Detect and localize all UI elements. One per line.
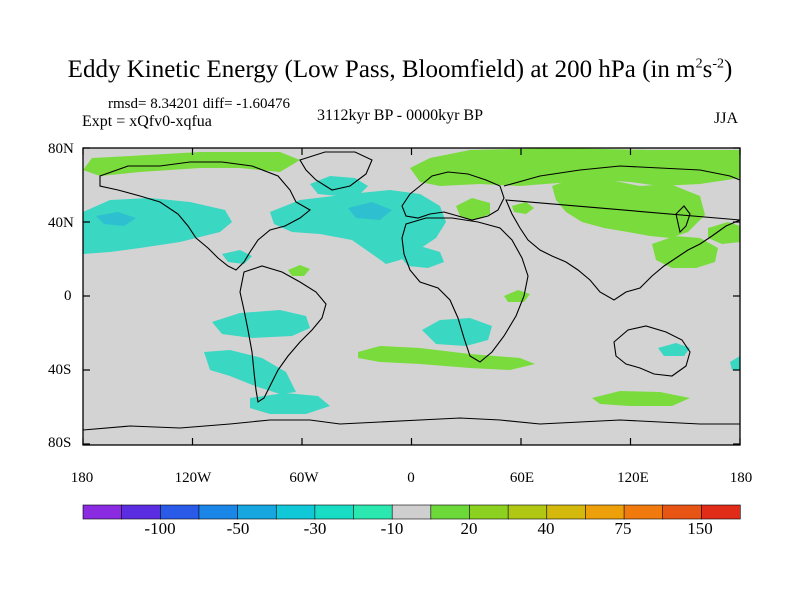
- lon-label-120e: 120E: [617, 470, 649, 486]
- colorbar-label-75: 75: [614, 519, 632, 538]
- lon-label-60e: 60E: [509, 470, 535, 486]
- season-label: JJA: [714, 110, 739, 127]
- negative-region-north-atlantic: [270, 190, 446, 264]
- colorbar-swatch-2: [159, 504, 200, 520]
- colorbar-label-minus-50: -50: [226, 519, 250, 538]
- negative-region-east-pacific-edge: [730, 356, 740, 370]
- period-label: 3112kyr BP - 0000kyr BP: [317, 107, 483, 124]
- strong-negative-north-atlantic: [348, 202, 392, 220]
- negative-region-north-pacific: [83, 198, 232, 254]
- strong-negative-anomalies: [96, 202, 392, 226]
- positive-anomalies: [83, 148, 740, 406]
- coast-australia: [613, 325, 691, 377]
- colorbar-swatch-6: [314, 504, 355, 520]
- colorbar-swatch-8: [391, 504, 432, 520]
- lon-label-180w: 180: [70, 470, 94, 486]
- anomaly-field: [83, 148, 740, 431]
- coastlines: [83, 151, 740, 431]
- lat-label-40s: 40S: [48, 362, 72, 378]
- experiment-label: Expt = xQfv0-xqfua: [82, 113, 212, 130]
- colorbar-swatch-16: [701, 504, 741, 520]
- colorbar-label-minus-10: -10: [380, 519, 404, 538]
- lat-label-40n: 40N: [48, 215, 74, 231]
- coast-asia: [503, 165, 740, 301]
- positive-region-south-atlantic-band: [358, 346, 535, 370]
- negative-region-southeast-pacific: [204, 350, 296, 394]
- negative-anomalies: [83, 176, 740, 414]
- negative-region-drake-passage: [250, 393, 330, 414]
- colorbar-swatch-5: [275, 504, 316, 520]
- coast-south-america: [239, 265, 327, 403]
- colorbar-label-150: 150: [687, 519, 713, 538]
- positive-region-southern-indian: [592, 391, 690, 406]
- coast-japan: [675, 205, 691, 234]
- positive-region-siberia: [552, 176, 705, 238]
- colorbar-swatch-15: [662, 504, 702, 520]
- colorbar-swatch-11: [507, 504, 548, 520]
- map-title: Eddy Kinetic Energy (Low Pass, Bloomfiel…: [67, 56, 733, 83]
- lat-label-80s: 80S: [48, 435, 72, 451]
- colorbar-swatch-4: [237, 504, 277, 520]
- positive-region-west-pacific-small: [708, 222, 740, 244]
- stats-label: rmsd= 8.34201 diff= -1.60476: [108, 96, 291, 112]
- lon-label-180e: 180: [729, 470, 753, 486]
- axis-ticks: [82, 147, 741, 445]
- colorbar: [82, 504, 741, 520]
- positive-region-black-sea: [512, 202, 534, 214]
- coast-north-america: [99, 161, 311, 271]
- coast-europe: [401, 171, 505, 221]
- colorbar-swatch-9: [430, 504, 471, 520]
- lon-label-60w: 60W: [289, 470, 319, 486]
- coast-africa: [401, 217, 529, 363]
- positive-region-east-africa: [504, 290, 530, 302]
- lon-label-0: 0: [407, 470, 415, 486]
- colorbar-swatch-1: [121, 504, 161, 520]
- lat-label-eq: 0: [64, 288, 72, 304]
- negative-region-australia: [658, 343, 690, 356]
- colorbar-label-20: 20: [460, 519, 478, 538]
- colorbar-label-minus-30: -30: [303, 519, 327, 538]
- negative-region-south-atlantic: [422, 318, 492, 346]
- colorbar-swatch-7: [353, 504, 393, 520]
- colorbar-label-minus-100: -100: [144, 519, 176, 538]
- colorbar-swatch-3: [198, 504, 239, 520]
- coast-antarctica: [83, 417, 740, 431]
- strong-negative-north-pacific: [96, 212, 136, 226]
- negative-region-south-pacific: [212, 310, 310, 338]
- colorbar-swatch-10: [469, 504, 509, 520]
- coast-greenland: [299, 151, 373, 191]
- positive-region-arctic-atlantic: [83, 152, 300, 176]
- negative-region-alaska: [310, 176, 368, 196]
- colorbar-label-40: 40: [537, 519, 555, 538]
- colorbar-swatch-13: [585, 504, 625, 520]
- positive-region-atlantic-patch: [288, 265, 310, 276]
- lat-label-80n: 80N: [48, 141, 74, 157]
- lon-label-120w: 120W: [174, 470, 212, 486]
- negative-region-mid-atlantic: [398, 246, 444, 268]
- positive-region-mediterranean: [456, 198, 490, 220]
- positive-region-arctic-asia: [410, 148, 740, 186]
- colorbar-swatch-14: [623, 504, 664, 520]
- colorbar-swatch-12: [546, 504, 587, 520]
- colorbar-swatch-0: [82, 504, 123, 520]
